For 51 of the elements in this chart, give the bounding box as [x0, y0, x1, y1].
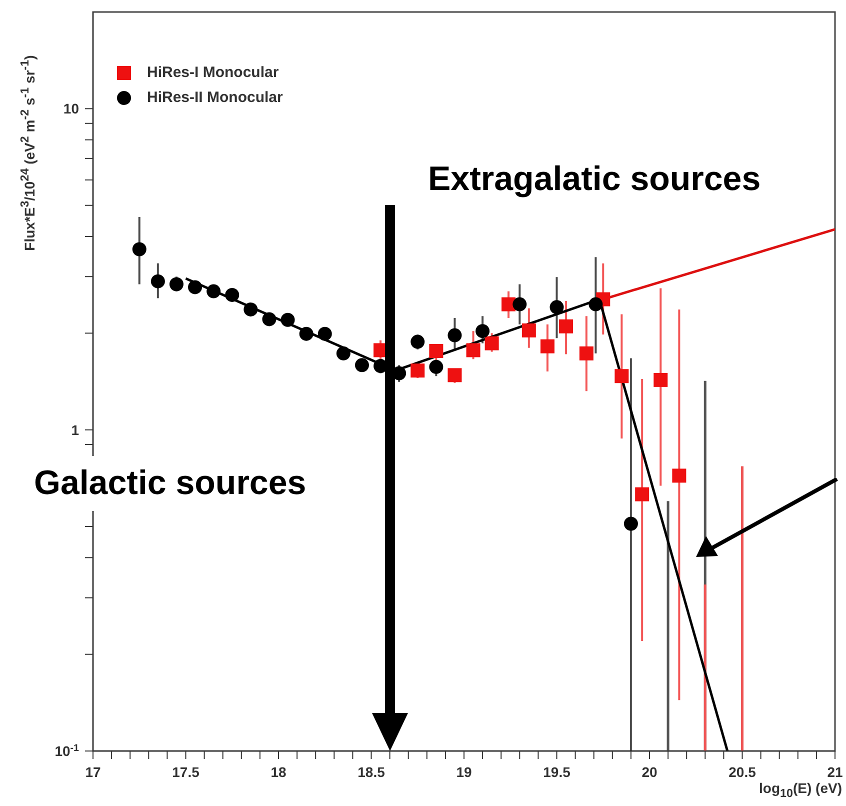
point: [188, 280, 202, 294]
point: [150, 274, 165, 288]
point: [354, 358, 369, 372]
point: [579, 346, 594, 360]
point: [466, 343, 480, 358]
point: [244, 302, 258, 316]
x-tick-label: 19: [456, 764, 472, 780]
y-tick-label: 1: [71, 422, 80, 438]
legend-label: HiRes-II Monocular: [147, 89, 283, 106]
point: [635, 487, 650, 502]
point: [448, 328, 462, 342]
point: [624, 516, 638, 531]
x-tick-label: 17.5: [172, 764, 200, 780]
x-axis-title: log$_{10}$(E) (eV): [759, 780, 842, 800]
point: [559, 319, 574, 334]
point: [448, 368, 462, 382]
point: [206, 284, 221, 298]
point: [169, 277, 184, 292]
point: [484, 336, 499, 350]
legend-label: HiRes-I Monocular: [147, 64, 279, 81]
point: [654, 372, 668, 387]
point: [522, 323, 536, 338]
point: [429, 344, 444, 358]
x-tick-label: 20: [642, 764, 658, 780]
point: [410, 334, 425, 349]
x-tick-label: 17: [85, 764, 101, 780]
point: [410, 364, 425, 378]
annotation: Extragalatic sources: [428, 160, 761, 199]
x-tick-label: 21: [827, 764, 843, 780]
point: [614, 369, 629, 384]
point: [262, 312, 276, 326]
point: [672, 468, 686, 483]
point: [336, 346, 350, 360]
point: [299, 326, 314, 341]
point: [550, 300, 564, 314]
point: [280, 312, 295, 327]
point: [225, 288, 240, 302]
x-tick-label: 20.5: [728, 764, 756, 780]
point: [318, 326, 332, 341]
point: [540, 339, 554, 354]
point: [476, 324, 490, 338]
x-tick-label: 18: [270, 764, 286, 780]
point: [429, 360, 444, 374]
point: [512, 297, 527, 312]
y-tick-label: 10$^{-1}$: [54, 742, 80, 759]
x-tick-label: 19.5: [543, 764, 571, 780]
point: [588, 297, 603, 312]
annotation: Galactic sources: [22, 456, 318, 511]
point: [132, 242, 146, 256]
x-tick-label: 18.5: [358, 764, 386, 780]
y-tick-label: 10: [63, 100, 80, 117]
